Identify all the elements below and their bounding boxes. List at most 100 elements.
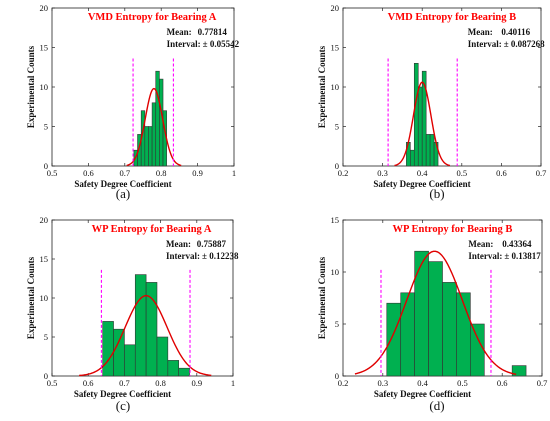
x-tick-label: 0.7 bbox=[536, 168, 547, 178]
chart-title: VMD Entropy for Bearing A bbox=[88, 12, 217, 23]
x-axis-label: Safety Degree Coefficient bbox=[74, 389, 171, 399]
interval-value: ± 0.087268 bbox=[504, 39, 545, 49]
y-tick-label: 10 bbox=[331, 267, 340, 277]
histogram-bar bbox=[456, 292, 471, 377]
mean-label: Mean: bbox=[468, 239, 493, 249]
x-tick-label: 0.6 bbox=[83, 168, 94, 178]
histogram-bar bbox=[410, 149, 415, 167]
y-tick-label: 5 bbox=[335, 122, 339, 132]
histogram-bar bbox=[421, 70, 427, 167]
y-tick-label: 0 bbox=[335, 371, 339, 381]
panel-caption: (c) bbox=[116, 398, 130, 413]
y-tick-label: 20 bbox=[40, 215, 49, 225]
histogram-bar bbox=[428, 261, 443, 377]
histogram-bar bbox=[148, 126, 153, 167]
x-tick-label: 0.7 bbox=[537, 378, 548, 388]
interval-value: ± 0.13817 bbox=[504, 251, 541, 261]
mean-label: Mean: bbox=[166, 239, 191, 249]
histogram-bar bbox=[425, 134, 431, 167]
x-tick-label: 0.5 bbox=[457, 378, 468, 388]
y-axis-label: Experimental Counts bbox=[317, 45, 327, 128]
x-tick-label: 0.2 bbox=[338, 378, 349, 388]
x-tick-label: 0.4 bbox=[417, 378, 428, 388]
mean-value: 0.40116 bbox=[501, 27, 530, 37]
x-tick-label: 0.6 bbox=[496, 168, 507, 178]
interval-value: ± 0.12238 bbox=[202, 251, 239, 261]
chart-panel-d: 0.2 0.3 0.4 0.5 0.6 0.7 0 5 10 15 WP Entropy for B… bbox=[317, 215, 547, 413]
histogram-bar bbox=[102, 321, 114, 377]
x-tick-label: 1 bbox=[231, 378, 235, 388]
y-tick-label: 5 bbox=[44, 332, 48, 342]
mean-value: 0.43364 bbox=[502, 239, 532, 249]
histogram-bar bbox=[386, 302, 402, 377]
x-tick-label: 0.5 bbox=[47, 168, 58, 178]
histogram-bar bbox=[134, 274, 147, 377]
x-axis-label: Safety Degree Coefficient bbox=[373, 179, 470, 189]
y-tick-label: 15 bbox=[331, 215, 340, 225]
histogram-bar bbox=[145, 282, 158, 377]
mean-value: 0.75887 bbox=[197, 239, 227, 249]
chart-title: WP Entropy for Bearing A bbox=[92, 224, 212, 235]
chart-title: WP Entropy for Bearing B bbox=[393, 224, 513, 235]
x-tick-label: 0.6 bbox=[83, 378, 94, 388]
panel-caption: (a) bbox=[116, 186, 130, 201]
interval-value: ± 0.05542 bbox=[203, 39, 240, 49]
mean-value: 0.77814 bbox=[198, 27, 228, 37]
x-tick-label: 0.9 bbox=[191, 378, 202, 388]
panel-caption: (d) bbox=[429, 398, 444, 413]
y-tick-label: 15 bbox=[40, 43, 49, 53]
y-tick-label: 0 bbox=[44, 371, 48, 381]
interval-label: Interval: bbox=[167, 39, 201, 49]
x-tick-label: 0.8 bbox=[156, 168, 167, 178]
y-tick-label: 15 bbox=[331, 43, 340, 53]
histogram-bar bbox=[159, 78, 164, 167]
y-tick-label: 10 bbox=[40, 82, 49, 92]
normal-fit-curve bbox=[394, 81, 451, 167]
interval-label: Interval: bbox=[468, 39, 502, 49]
interval-label: Interval: bbox=[468, 251, 502, 261]
y-axis-label: Experimental Counts bbox=[26, 45, 36, 128]
x-tick-label: 0.9 bbox=[192, 168, 203, 178]
y-tick-label: 20 bbox=[40, 3, 49, 13]
normal-fit-curve bbox=[354, 250, 517, 375]
normal-fit-curve bbox=[126, 87, 182, 167]
histogram-bar bbox=[113, 328, 125, 377]
x-axis-label: Safety Degree Coefficient bbox=[74, 179, 171, 189]
histogram-bar bbox=[156, 336, 169, 377]
histogram-bar bbox=[400, 292, 415, 377]
histogram-bar bbox=[155, 70, 160, 167]
y-axis-label: Experimental Counts bbox=[26, 256, 36, 339]
histogram-bar bbox=[470, 323, 485, 377]
y-tick-label: 10 bbox=[331, 82, 340, 92]
histogram-bar bbox=[151, 102, 157, 167]
y-tick-label: 20 bbox=[331, 3, 340, 13]
y-tick-label: 5 bbox=[335, 319, 339, 329]
y-tick-label: 15 bbox=[40, 254, 49, 264]
histogram-bar bbox=[414, 250, 429, 377]
y-tick-label: 0 bbox=[335, 161, 339, 171]
histogram-bar bbox=[417, 86, 423, 167]
x-tick-label: 0.2 bbox=[338, 168, 349, 178]
histogram-bar bbox=[413, 62, 419, 167]
y-axis-label: Experimental Counts bbox=[317, 256, 327, 339]
chart-title: VMD Entropy for Bearing B bbox=[388, 12, 517, 23]
interval-label: Interval: bbox=[166, 251, 200, 261]
histogram-bar bbox=[429, 134, 435, 167]
x-tick-label: 1 bbox=[232, 168, 236, 178]
panel-caption: (b) bbox=[429, 186, 444, 201]
histogram-bar bbox=[167, 360, 179, 377]
x-tick-label: 0.4 bbox=[417, 168, 428, 178]
x-tick-label: 0.3 bbox=[377, 168, 388, 178]
x-axis-label: Safety Degree Coefficient bbox=[374, 389, 471, 399]
histogram-bar bbox=[124, 344, 136, 377]
x-tick-label: 0.8 bbox=[155, 378, 166, 388]
y-tick-label: 0 bbox=[44, 161, 48, 171]
x-tick-label: 0.5 bbox=[47, 378, 58, 388]
x-tick-label: 0.7 bbox=[119, 378, 130, 388]
y-tick-label: 5 bbox=[44, 122, 48, 132]
x-tick-label: 0.7 bbox=[119, 168, 130, 178]
mean-label: Mean: bbox=[167, 27, 192, 37]
